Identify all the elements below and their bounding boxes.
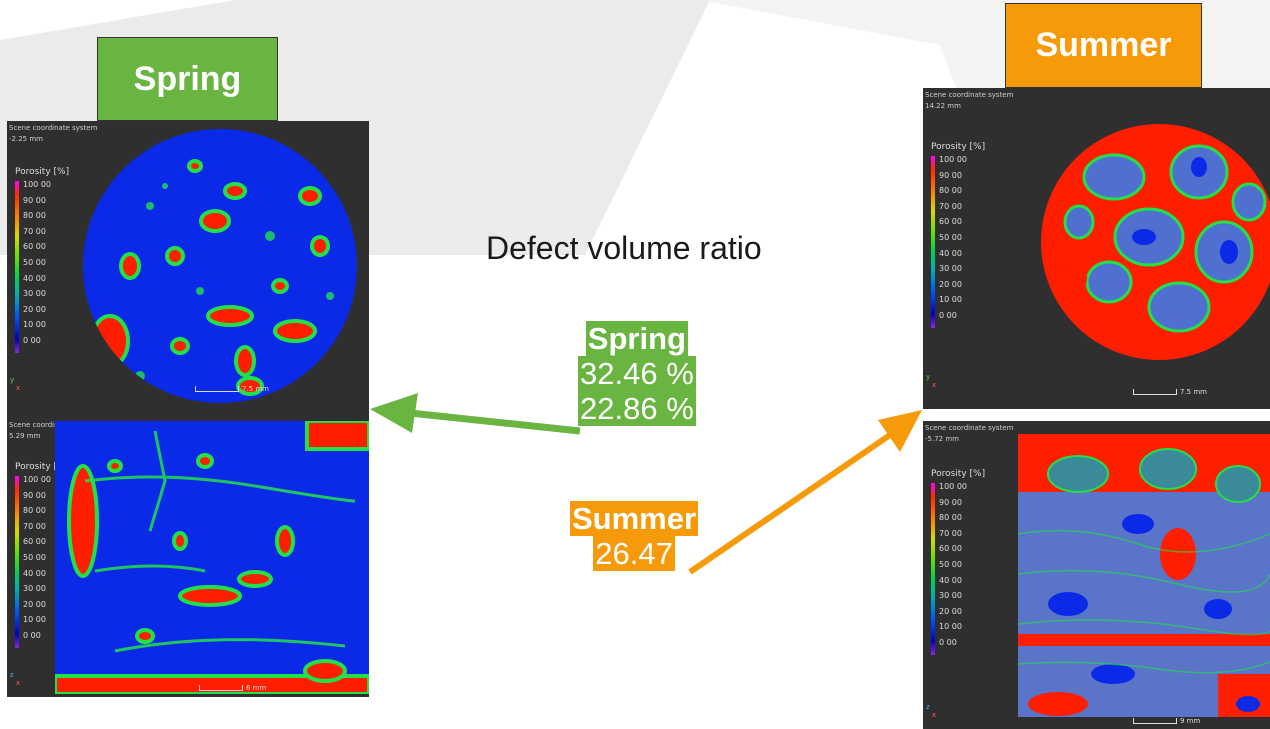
panel-meta: Scene coordinate system -5.72 mm: [925, 424, 1014, 443]
summer-stat-label: Summer: [570, 501, 699, 536]
axis-indicator: y x: [926, 373, 937, 389]
summer-bottom-panel: Scene coordinate system -5.72 mm Porosit…: [923, 421, 1270, 729]
spring-value-1: 32.46 %: [578, 356, 696, 391]
scale-bar: 6 mm: [199, 684, 266, 692]
porosity-legend: Porosity [%] 100 00 90 00 80 00 70 00 60 00…: [15, 462, 69, 648]
axis-indicator: z x: [926, 703, 937, 719]
porosity-legend: Porosity [%] 100 00 90 00 80 00 70 00 60 00…: [931, 142, 985, 328]
axis-indicator: z x: [10, 671, 21, 687]
page-title: Defect volume ratio: [486, 230, 762, 266]
spring-stats: Spring 32.46 % 22.86 %: [578, 321, 696, 426]
scale-bar: 7.5 mm: [1133, 388, 1207, 396]
color-scale-bar: [931, 156, 935, 328]
panel-meta: Scene coordinate system 5.29 mm: [9, 421, 98, 440]
spring-arrow: [370, 393, 581, 435]
porosity-slice-image: [1018, 434, 1270, 717]
porosity-legend: Porosity [%] 100 00 90 00 80 00 70 00 60 00…: [15, 167, 69, 353]
summer-header: Summer: [1005, 3, 1202, 88]
spring-stat-label: Spring: [585, 321, 688, 356]
color-scale-bar: [15, 476, 19, 648]
spring-header: Spring: [97, 37, 278, 121]
spring-bottom-panel: Scene coordinate system 5.29 mm Porosity…: [7, 418, 369, 697]
panel-meta: Scene coordinate system -2.25 mm: [9, 124, 98, 143]
summer-arrow: [688, 410, 922, 575]
scale-bar: 7.5 mm: [195, 385, 269, 393]
spring-value-2: 22.86 %: [578, 391, 696, 426]
color-scale-bar: [15, 181, 19, 353]
summer-value: 26.47: [593, 536, 675, 571]
porosity-circle-slice: [83, 129, 357, 403]
scale-bar: 9 mm: [1133, 717, 1200, 725]
summer-stats: Summer 26.47: [570, 501, 699, 571]
color-scale-bar: [931, 483, 935, 655]
porosity-legend: Porosity [%] 100 00 90 00 80 00 70 00 60 00…: [931, 469, 985, 655]
spring-top-panel: Scene coordinate system -2.25 mm Porosit…: [7, 121, 369, 418]
porosity-circle-slice: [1041, 124, 1270, 360]
porosity-slice-image: [55, 421, 369, 694]
summer-top-panel: Scene coordinate system 14.22 mm Porosit…: [923, 88, 1270, 409]
axis-indicator: y x: [10, 376, 21, 392]
panel-meta: Scene coordinate system 14.22 mm: [925, 91, 1014, 110]
